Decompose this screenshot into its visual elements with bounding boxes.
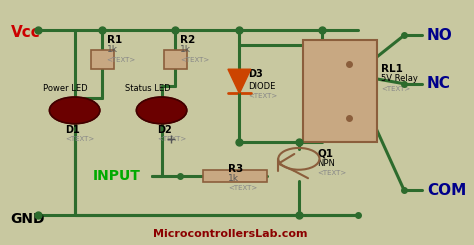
Text: GND: GND [10, 212, 45, 226]
Text: Status LED: Status LED [125, 84, 171, 93]
Text: R3: R3 [228, 163, 243, 173]
FancyBboxPatch shape [164, 50, 187, 69]
Text: <TEXT>: <TEXT> [65, 136, 95, 142]
Circle shape [49, 97, 100, 124]
FancyBboxPatch shape [91, 50, 113, 69]
Text: <TEXT>: <TEXT> [248, 93, 278, 99]
Text: <TEXT>: <TEXT> [107, 57, 136, 62]
Text: DIODE: DIODE [248, 82, 276, 91]
FancyBboxPatch shape [203, 170, 267, 182]
Text: D2: D2 [157, 125, 172, 135]
Polygon shape [228, 69, 251, 93]
Text: 1k: 1k [228, 174, 239, 183]
Text: <TEXT>: <TEXT> [317, 170, 346, 176]
Text: 1k: 1k [107, 45, 118, 54]
Circle shape [137, 97, 187, 124]
Text: Power LED: Power LED [43, 84, 87, 93]
Text: <TEXT>: <TEXT> [381, 86, 410, 92]
Text: Q1: Q1 [317, 149, 333, 159]
Text: R1: R1 [107, 35, 122, 45]
Text: <TEXT>: <TEXT> [157, 136, 186, 142]
Text: <TEXT>: <TEXT> [180, 57, 209, 62]
Text: D3: D3 [248, 69, 263, 79]
Text: NO: NO [427, 28, 453, 43]
Text: INPUT: INPUT [93, 169, 141, 183]
Text: D1: D1 [65, 125, 80, 135]
Text: <TEXT>: <TEXT> [228, 185, 257, 191]
Text: MicrocontrollersLab.com: MicrocontrollersLab.com [153, 229, 308, 239]
Text: R2: R2 [180, 35, 195, 45]
Text: COM: COM [427, 183, 466, 198]
FancyBboxPatch shape [303, 40, 377, 142]
Text: NPN: NPN [317, 159, 335, 168]
Text: 1k: 1k [180, 45, 191, 54]
Text: Vcc: Vcc [10, 25, 40, 40]
Text: NC: NC [427, 76, 451, 91]
Text: RL1: RL1 [381, 64, 403, 74]
Text: 5V Relay: 5V Relay [381, 74, 418, 83]
